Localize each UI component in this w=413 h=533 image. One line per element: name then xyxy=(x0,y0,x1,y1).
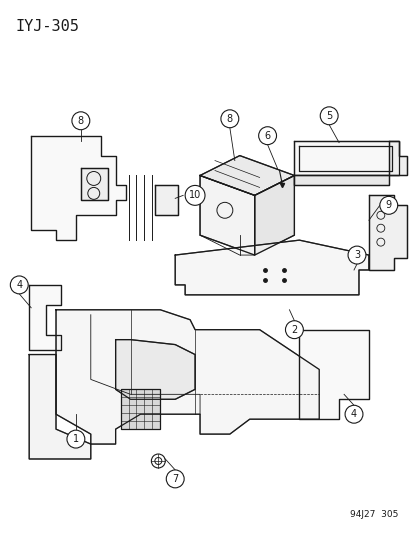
Polygon shape xyxy=(29,285,61,350)
Polygon shape xyxy=(81,167,107,200)
Circle shape xyxy=(320,107,337,125)
Text: 8: 8 xyxy=(78,116,84,126)
Circle shape xyxy=(166,470,184,488)
Text: 8: 8 xyxy=(226,114,233,124)
Circle shape xyxy=(72,112,90,130)
Text: 4: 4 xyxy=(350,409,356,419)
Text: 1: 1 xyxy=(73,434,79,444)
Polygon shape xyxy=(294,141,398,175)
Polygon shape xyxy=(115,340,195,399)
Circle shape xyxy=(10,276,28,294)
Polygon shape xyxy=(388,141,406,175)
Text: 9: 9 xyxy=(385,200,391,211)
Text: 94J27  305: 94J27 305 xyxy=(349,510,398,519)
Polygon shape xyxy=(31,136,125,240)
Polygon shape xyxy=(155,185,178,215)
Circle shape xyxy=(258,127,276,144)
Text: 7: 7 xyxy=(172,474,178,484)
Polygon shape xyxy=(299,330,368,419)
Text: 10: 10 xyxy=(188,190,201,200)
Polygon shape xyxy=(199,156,294,196)
Polygon shape xyxy=(56,310,318,444)
Text: IYJ-305: IYJ-305 xyxy=(15,19,79,34)
Polygon shape xyxy=(199,175,254,255)
Circle shape xyxy=(347,246,365,264)
Polygon shape xyxy=(294,175,388,185)
Circle shape xyxy=(221,110,238,128)
Circle shape xyxy=(67,430,85,448)
Polygon shape xyxy=(175,240,368,295)
Circle shape xyxy=(285,321,303,338)
Circle shape xyxy=(344,405,362,423)
Polygon shape xyxy=(254,175,294,255)
Circle shape xyxy=(379,196,397,214)
Text: 4: 4 xyxy=(16,280,22,290)
Text: 6: 6 xyxy=(264,131,270,141)
Circle shape xyxy=(185,185,204,205)
Polygon shape xyxy=(368,196,406,270)
Text: 2: 2 xyxy=(291,325,297,335)
Text: 5: 5 xyxy=(325,111,332,121)
Text: 3: 3 xyxy=(353,250,359,260)
Polygon shape xyxy=(29,354,90,459)
Polygon shape xyxy=(120,389,160,429)
